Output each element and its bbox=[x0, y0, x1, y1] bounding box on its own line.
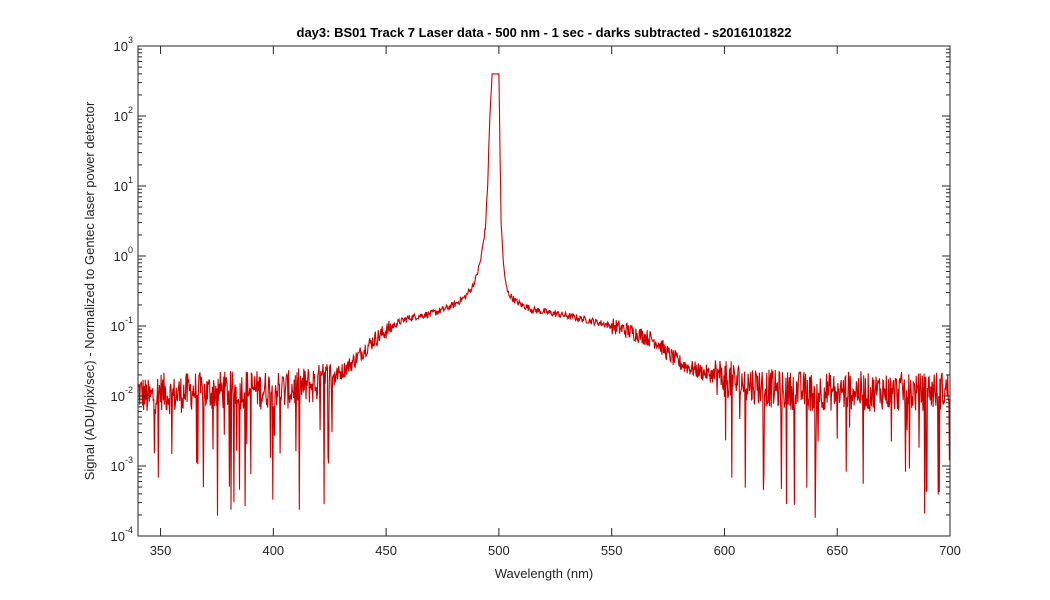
y-tick-label: 10-4 bbox=[111, 525, 133, 544]
y-axis-label: Signal (ADU/pix/sec) - Normalized to Gen… bbox=[82, 101, 97, 480]
y-tick-label: 100 bbox=[114, 245, 133, 264]
y-tick-label: 102 bbox=[114, 105, 133, 124]
plot-frame bbox=[137, 45, 951, 537]
series-line-0 bbox=[138, 73, 950, 518]
x-tick-label: 350 bbox=[150, 543, 172, 558]
series-layer bbox=[138, 73, 950, 518]
y-tick-label: 101 bbox=[114, 175, 133, 194]
x-tick-label: 600 bbox=[714, 543, 736, 558]
x-tick-label: 400 bbox=[262, 543, 284, 558]
y-tick-label: 103 bbox=[114, 35, 133, 54]
y-tick-label: 10-2 bbox=[111, 385, 133, 404]
x-tick-label: 700 bbox=[939, 543, 961, 558]
chart-title: day3: BS01 Track 7 Laser data - 500 nm -… bbox=[297, 25, 792, 40]
x-tick-label: 550 bbox=[601, 543, 623, 558]
x-tick-label: 650 bbox=[826, 543, 848, 558]
x-tick-label: 450 bbox=[375, 543, 397, 558]
x-axis-label: Wavelength (nm) bbox=[495, 566, 594, 581]
plot-area bbox=[138, 46, 950, 536]
axes-layer: 350 400 450 500 550 600 650 700 10-4 10-3 10-2 10-1… bbox=[111, 35, 961, 558]
x-tick-label: 500 bbox=[488, 543, 510, 558]
y-tick-label: 10-1 bbox=[111, 315, 133, 334]
y-tick-label: 10-3 bbox=[111, 455, 133, 474]
